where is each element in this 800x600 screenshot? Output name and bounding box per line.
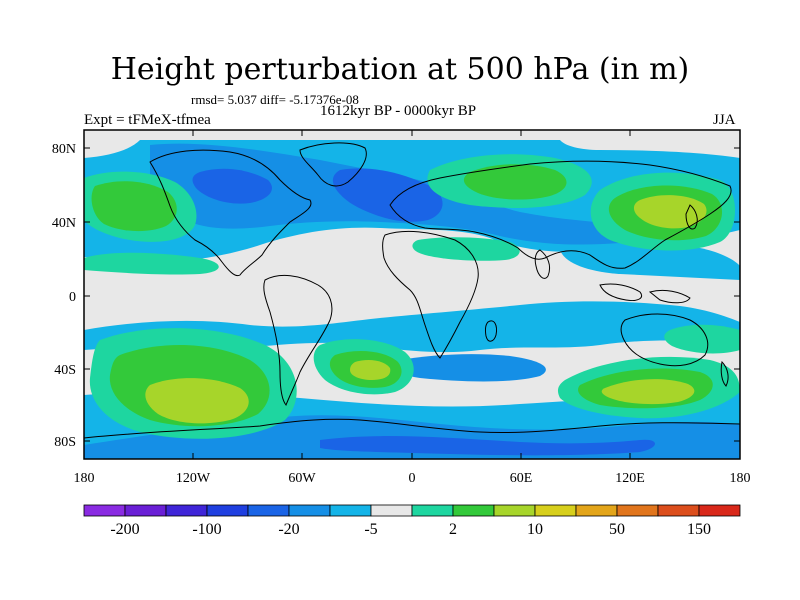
colorbar-label: -20 bbox=[278, 521, 299, 538]
lon-label: 180 bbox=[730, 471, 751, 486]
lon-label: 0 bbox=[409, 471, 416, 486]
colorbar-label: -5 bbox=[364, 521, 377, 538]
contour-gray-north-gap bbox=[560, 140, 740, 158]
colorbar-label: -100 bbox=[192, 521, 221, 538]
colorbar-label: -200 bbox=[110, 521, 139, 538]
colorbar-swatch bbox=[698, 504, 741, 517]
colorbar-swatch bbox=[493, 504, 536, 517]
colorbar-swatch bbox=[575, 504, 618, 517]
colorbar-swatch bbox=[452, 504, 495, 517]
contour-yellow-green-east-asia bbox=[633, 195, 707, 229]
colorbar-label: 10 bbox=[527, 521, 543, 538]
coastlines bbox=[83, 142, 741, 439]
contour-gray-arctic bbox=[84, 140, 140, 158]
contour-dark-blue-north-pacific bbox=[192, 168, 272, 204]
lat-label: 40S bbox=[54, 363, 76, 378]
time-range-subtitle: 1612kyr BP - 0000kyr BP bbox=[320, 103, 477, 119]
colorbar bbox=[83, 504, 741, 517]
coastline-new-guinea bbox=[648, 289, 691, 304]
latitude-labels: 80N 40N 0 40S 80S bbox=[52, 142, 76, 450]
colorbar-swatch bbox=[329, 504, 372, 517]
rmsd-diff-stats: rmsd= 5.037 diff= -5.17376e-08 bbox=[191, 92, 359, 107]
lat-label: 0 bbox=[69, 290, 76, 305]
coastline-greenland bbox=[299, 142, 367, 187]
contour-dark-blue-north-atlantic bbox=[332, 168, 443, 222]
coastline-africa bbox=[382, 230, 479, 359]
contour-blue-south-africa bbox=[392, 354, 546, 382]
contour-green-north-america-west bbox=[91, 181, 177, 232]
colorbar-swatch bbox=[165, 504, 208, 517]
lon-label: 120W bbox=[176, 471, 211, 486]
colorbar-swatch bbox=[534, 504, 577, 517]
coastline-eurasia bbox=[389, 160, 732, 269]
colorbar-label: 150 bbox=[687, 521, 711, 538]
contour-light-blue-tropical-east bbox=[560, 244, 740, 280]
coastline-australia bbox=[620, 313, 709, 367]
colorbar-swatch bbox=[616, 504, 659, 517]
contour-yellow-green-indian-ocean bbox=[601, 379, 695, 405]
contour-teal-tropical-pacific bbox=[84, 252, 219, 275]
contour-yellow-green-south-pacific bbox=[145, 378, 249, 424]
axis-ticks bbox=[83, 130, 741, 459]
colorbar-swatch bbox=[370, 504, 413, 517]
coastline-indian-peninsula bbox=[534, 249, 551, 279]
colorbar-swatch bbox=[411, 504, 454, 517]
colorbar-label: 2 bbox=[449, 521, 457, 538]
colorbar-swatch bbox=[206, 504, 249, 517]
colorbar-swatch bbox=[83, 504, 126, 517]
colorbar-swatch bbox=[657, 504, 700, 517]
season-label: JJA bbox=[713, 112, 736, 128]
experiment-label: Expt = tFMeX-tfmea bbox=[84, 112, 211, 128]
lon-label: 60W bbox=[288, 471, 316, 486]
lon-label: 120E bbox=[615, 471, 645, 486]
lat-label: 80S bbox=[54, 435, 76, 450]
lon-label: 60E bbox=[510, 471, 533, 486]
plot-title: Height perturbation at 500 hPa (in m) bbox=[110, 52, 690, 87]
colorbar-swatch bbox=[124, 504, 167, 517]
coastline-south-america bbox=[263, 274, 333, 406]
contour-dark-blue-antarctic bbox=[320, 436, 655, 456]
lat-label: 80N bbox=[52, 142, 76, 157]
coastline-new-zealand bbox=[720, 360, 729, 387]
coastline-madagascar bbox=[484, 320, 497, 342]
longitude-labels: 180 120W 60W 0 60E 120E 180 bbox=[74, 471, 751, 486]
contour-field bbox=[84, 130, 740, 459]
coastline-japan bbox=[685, 204, 698, 230]
contour-green-eurasia bbox=[463, 164, 567, 200]
coastline-north-america bbox=[149, 149, 312, 277]
colorbar-swatch bbox=[288, 504, 331, 517]
lon-label: 180 bbox=[74, 471, 95, 486]
contour-yellow-green-south-atlantic bbox=[350, 360, 391, 380]
colorbar-label: 50 bbox=[609, 521, 625, 538]
contour-teal-middle-east bbox=[412, 237, 520, 261]
lat-label: 40N bbox=[52, 216, 76, 231]
colorbar-labels: -200 -100 -20 -5 2 10 50 150 bbox=[110, 521, 711, 538]
contour-teal-east-pacific bbox=[664, 324, 740, 354]
coastline-southeast-asia-islands bbox=[599, 283, 643, 301]
colorbar-swatch bbox=[247, 504, 290, 517]
coastline-antarctica bbox=[83, 418, 741, 439]
